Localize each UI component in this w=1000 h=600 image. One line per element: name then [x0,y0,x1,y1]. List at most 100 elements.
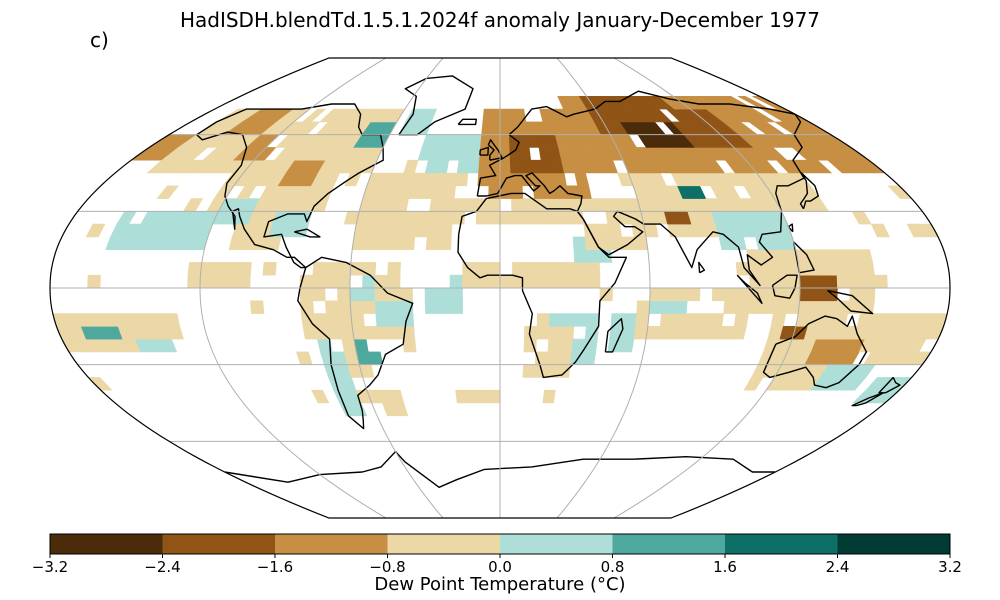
grid-cell [349,300,364,314]
grid-cell [362,262,377,276]
grid-cell [874,274,888,289]
grid-cell [748,300,763,314]
grid-cell [225,262,240,276]
grid-cell [439,211,454,225]
colorbar-segment [387,534,501,554]
coastline [457,192,628,379]
grid-cell [585,249,600,263]
grid-cell [760,300,775,314]
grid-cell [633,325,649,340]
grid-cell [438,223,453,238]
grid-cell [511,198,524,212]
grid-cell [458,147,472,161]
grid-cell [449,300,464,314]
grid-cell [810,262,825,276]
grid-cell [559,338,574,353]
colorbar-tick-label: 0.8 [600,558,625,576]
grid-cell [499,121,510,135]
grid-cell [797,300,813,314]
grid-cell [522,198,536,212]
grid-cell [696,313,712,327]
grid-cell [402,223,417,238]
colorbar-segment [50,534,163,554]
coastline [878,376,901,394]
grid-cell [427,211,442,225]
grid-cell [810,300,825,314]
grid-cell [376,236,391,250]
colorbar-tick-label: −0.8 [369,558,406,576]
grid-cell [822,262,838,276]
grid-cell [799,287,813,302]
coastline [487,139,503,161]
grid-cell [200,262,215,276]
grid-cell [534,211,549,225]
grid-cell [849,274,863,289]
grid-cell [387,313,402,327]
map-title: HadISDH.blendTd.1.5.1.2024f anomaly Janu… [179,8,821,32]
grid-cell [587,274,601,289]
grid-cell [859,262,875,276]
grid-cell [672,313,687,327]
grid-cell [424,287,438,302]
coastline [827,289,874,315]
grid-cell [619,338,635,353]
grid-cell [510,185,524,199]
grid-cell [711,287,726,302]
grid-cell [441,198,455,212]
grid-cell [451,211,466,225]
grid-cell [519,147,532,161]
grid-cell [187,262,203,276]
grid-cell [362,287,376,302]
grid-cell [390,223,405,238]
grid-cell [362,300,377,314]
grid-cell [786,274,801,289]
grid-cell [462,274,476,289]
grid-cell [536,313,551,327]
grid-cell [772,300,788,314]
coastline [398,75,474,136]
grid-cell [488,172,501,187]
coastline [787,223,794,233]
grid-cell [374,300,389,314]
grid-cell [426,223,441,238]
grid-cell [684,313,700,327]
grid-cell [324,300,339,314]
coastline [479,146,489,156]
colorbar-segment [500,534,613,554]
grid-cell [452,198,467,212]
grid-cell [574,274,588,289]
grid-cell [553,172,567,187]
grid-cell [561,262,576,276]
grid-cell [870,223,890,238]
grid-cell [824,287,838,302]
coastline [736,274,763,304]
grid-cell [490,121,501,135]
coastline [196,103,384,269]
grid-cell [362,274,376,289]
grid-cell [520,159,533,174]
colorbar-tick-label: −1.6 [256,558,294,576]
grid-cell [394,198,409,212]
grid-cell [595,223,610,238]
grid-cell [515,108,527,123]
grid-cell [350,313,365,327]
grid-cell [536,262,551,276]
grid-cell [299,287,314,302]
grid-cell [661,300,676,314]
grid-cell [364,325,379,340]
grid-cell [512,262,526,276]
grid-cell [349,287,364,302]
grid-cell [364,236,379,250]
colorbar-tick-label: 0.0 [488,558,512,576]
grid-cell [811,287,826,302]
map-outline [49,57,951,519]
grid-cell [487,198,501,212]
colorbar-segment [162,534,276,554]
coastline [297,256,414,430]
grid-cell [414,223,429,238]
grid-cell [574,262,588,276]
grid-cell [524,262,538,276]
grid-cell [659,313,675,327]
grid-cell [558,351,573,366]
